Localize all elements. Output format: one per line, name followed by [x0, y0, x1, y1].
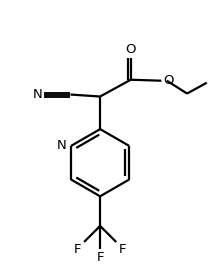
Text: N: N	[57, 139, 67, 152]
Text: O: O	[125, 43, 136, 56]
Text: F: F	[119, 243, 126, 256]
Text: N: N	[33, 88, 42, 101]
Text: F: F	[74, 243, 82, 256]
Text: F: F	[96, 251, 104, 264]
Text: O: O	[163, 74, 173, 87]
